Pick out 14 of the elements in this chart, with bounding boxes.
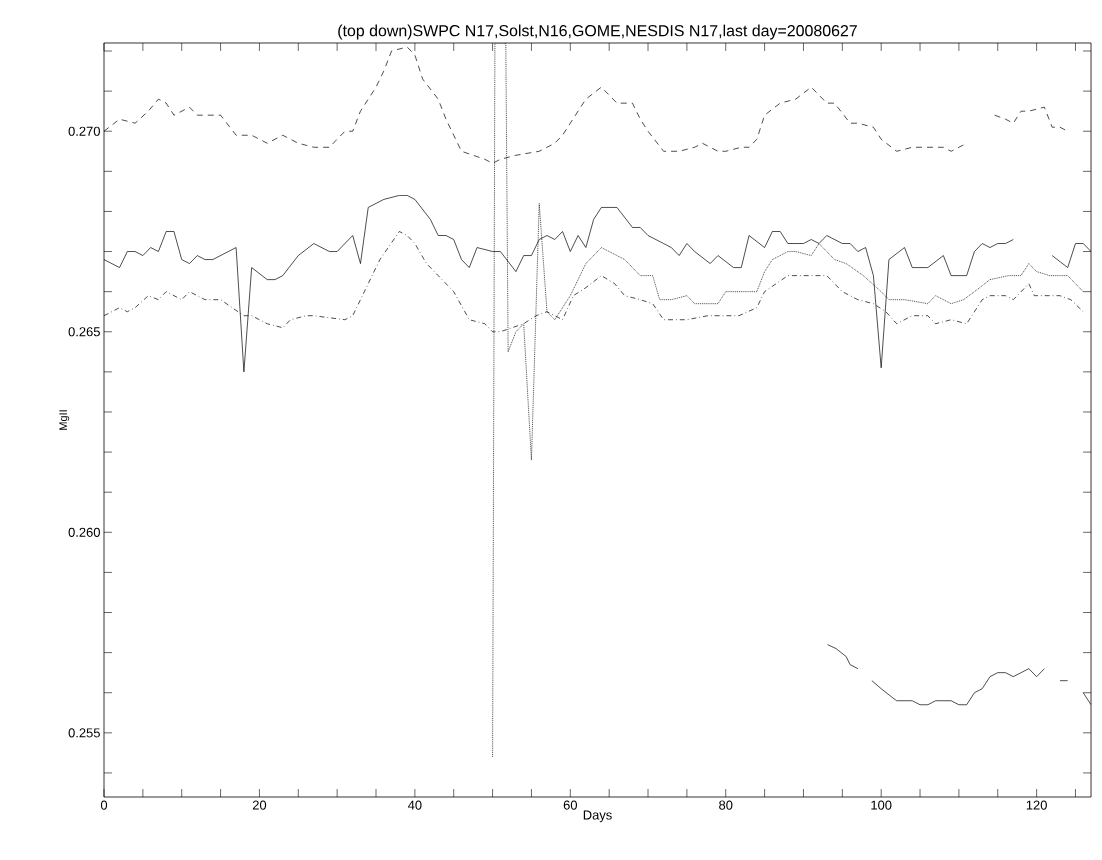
x-tick-label: 120 <box>1026 800 1047 810</box>
x-tick-label: 60 <box>563 800 578 810</box>
x-tick-label: 40 <box>407 800 422 810</box>
x-axis-title: Days <box>583 810 612 823</box>
y-tick-label: 0.270 <box>68 126 100 136</box>
x-tick-label: 0 <box>100 800 108 810</box>
x-tick-label: 20 <box>252 800 267 810</box>
chart-title: (top down)SWPC N17,Solst,N16,GOME,NESDIS N17,last day=20080627 <box>338 24 857 40</box>
y-tick-label: 0.255 <box>68 728 100 738</box>
y-tick-label: 0.265 <box>68 327 100 337</box>
x-tick-label: 80 <box>719 800 733 810</box>
x-tick-label: 100 <box>871 800 892 810</box>
y-tick-label: 0.260 <box>68 527 100 537</box>
y-axis-title: MgII <box>59 410 70 430</box>
